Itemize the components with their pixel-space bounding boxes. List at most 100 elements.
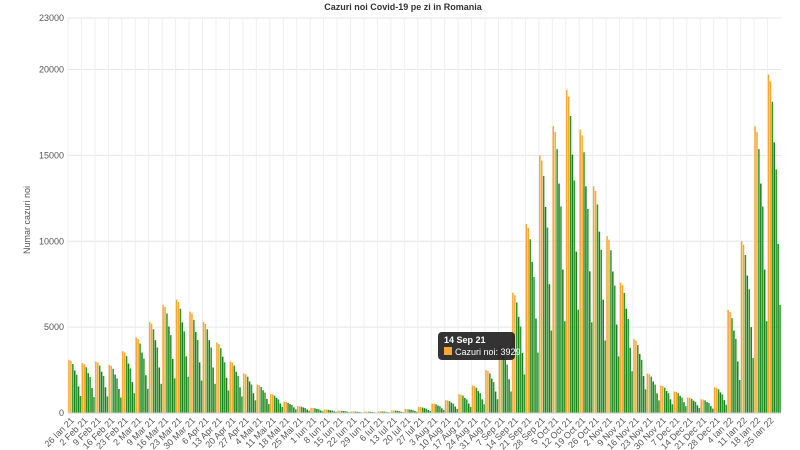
daily-case-bar[interactable]: [181, 322, 184, 413]
daily-case-bar[interactable]: [606, 236, 608, 413]
daily-case-bar[interactable]: [396, 410, 399, 413]
daily-case-bar[interactable]: [639, 353, 641, 413]
daily-case-bar[interactable]: [713, 387, 716, 413]
daily-case-bar[interactable]: [175, 299, 178, 413]
daily-case-bar[interactable]: [608, 239, 610, 413]
daily-case-bar[interactable]: [296, 406, 299, 413]
daily-case-bar[interactable]: [656, 393, 658, 413]
daily-case-bar[interactable]: [667, 393, 670, 413]
daily-case-bar[interactable]: [289, 404, 291, 413]
daily-case-bar[interactable]: [321, 411, 324, 413]
daily-case-bar[interactable]: [577, 309, 580, 413]
daily-case-bar[interactable]: [246, 376, 249, 413]
daily-case-bar[interactable]: [327, 409, 330, 413]
daily-case-bar[interactable]: [164, 306, 166, 413]
daily-case-bar[interactable]: [615, 324, 618, 413]
daily-case-bar[interactable]: [685, 406, 687, 413]
daily-case-bar[interactable]: [323, 409, 326, 413]
daily-case-bar[interactable]: [283, 401, 285, 413]
daily-case-bar[interactable]: [310, 407, 312, 413]
daily-case-bar[interactable]: [170, 335, 172, 413]
daily-case-bar[interactable]: [483, 404, 485, 413]
daily-case-bar[interactable]: [346, 411, 349, 413]
daily-case-bar[interactable]: [427, 409, 430, 413]
daily-case-bar[interactable]: [756, 131, 758, 413]
daily-case-bar[interactable]: [316, 408, 318, 413]
daily-case-bar[interactable]: [239, 387, 241, 413]
daily-case-bar[interactable]: [500, 346, 503, 413]
daily-case-bar[interactable]: [752, 358, 754, 413]
daily-case-bar[interactable]: [335, 411, 337, 413]
daily-case-bar[interactable]: [765, 321, 768, 413]
daily-case-bar[interactable]: [475, 387, 478, 413]
daily-case-bar[interactable]: [450, 402, 453, 413]
daily-case-bar[interactable]: [539, 155, 541, 413]
daily-case-bar[interactable]: [412, 410, 414, 413]
daily-case-bar[interactable]: [231, 362, 234, 413]
daily-case-bar[interactable]: [277, 399, 280, 413]
daily-case-bar[interactable]: [404, 409, 407, 413]
daily-case-bar[interactable]: [329, 410, 332, 413]
daily-case-bar[interactable]: [337, 410, 339, 413]
daily-case-bar[interactable]: [439, 406, 441, 413]
daily-case-bar[interactable]: [721, 394, 724, 413]
daily-case-bar[interactable]: [260, 386, 262, 413]
daily-case-bar[interactable]: [646, 373, 649, 414]
daily-case-bar[interactable]: [491, 378, 493, 413]
daily-case-bar[interactable]: [210, 347, 212, 413]
daily-case-bar[interactable]: [710, 406, 712, 413]
daily-case-bar[interactable]: [610, 250, 612, 413]
daily-case-bar[interactable]: [654, 384, 656, 413]
daily-case-bar[interactable]: [131, 382, 134, 413]
daily-case-bar[interactable]: [135, 337, 137, 413]
daily-case-bar[interactable]: [114, 374, 116, 413]
daily-case-bar[interactable]: [285, 402, 287, 413]
daily-case-bar[interactable]: [473, 386, 476, 413]
daily-case-bar[interactable]: [702, 399, 704, 413]
daily-case-bar[interactable]: [302, 407, 305, 414]
daily-case-bar[interactable]: [658, 400, 660, 413]
daily-case-bar[interactable]: [679, 395, 681, 413]
daily-case-bar[interactable]: [152, 329, 155, 413]
daily-case-bar[interactable]: [312, 407, 314, 413]
daily-case-bar[interactable]: [506, 364, 508, 413]
daily-case-bar[interactable]: [692, 400, 695, 413]
daily-case-bar[interactable]: [195, 331, 197, 413]
daily-case-bar[interactable]: [187, 376, 189, 413]
daily-case-bar[interactable]: [763, 269, 766, 413]
daily-case-bar[interactable]: [623, 292, 626, 413]
daily-case-bar[interactable]: [712, 408, 714, 413]
daily-case-bar[interactable]: [435, 404, 437, 413]
daily-case-bar[interactable]: [761, 206, 764, 414]
daily-case-bar[interactable]: [91, 388, 93, 413]
daily-case-bar[interactable]: [137, 338, 139, 413]
daily-case-bar[interactable]: [350, 411, 353, 413]
daily-case-bar[interactable]: [767, 74, 770, 414]
daily-case-bar[interactable]: [212, 367, 214, 413]
daily-case-bar[interactable]: [273, 395, 276, 413]
daily-case-bar[interactable]: [125, 356, 128, 413]
daily-case-bar[interactable]: [558, 183, 560, 413]
daily-case-bar[interactable]: [742, 244, 745, 413]
daily-case-bar[interactable]: [110, 365, 112, 413]
daily-case-bar[interactable]: [98, 365, 101, 413]
daily-case-bar[interactable]: [264, 392, 266, 413]
daily-case-bar[interactable]: [168, 326, 170, 413]
daily-case-bar[interactable]: [569, 115, 572, 414]
daily-case-bar[interactable]: [535, 318, 537, 413]
daily-case-bar[interactable]: [525, 224, 528, 413]
daily-case-bar[interactable]: [560, 206, 562, 414]
daily-case-bar[interactable]: [627, 319, 629, 413]
daily-case-bar[interactable]: [567, 96, 570, 413]
daily-case-bar[interactable]: [233, 365, 235, 413]
daily-case-bar[interactable]: [717, 389, 720, 413]
daily-case-bar[interactable]: [400, 411, 403, 413]
daily-case-bar[interactable]: [575, 251, 578, 413]
daily-case-bar[interactable]: [750, 327, 752, 413]
daily-case-bar[interactable]: [139, 343, 141, 413]
daily-case-bar[interactable]: [740, 241, 743, 413]
daily-case-bar[interactable]: [456, 408, 458, 413]
daily-case-bar[interactable]: [517, 316, 520, 413]
daily-case-bar[interactable]: [256, 384, 259, 413]
daily-case-bar[interactable]: [179, 308, 182, 413]
